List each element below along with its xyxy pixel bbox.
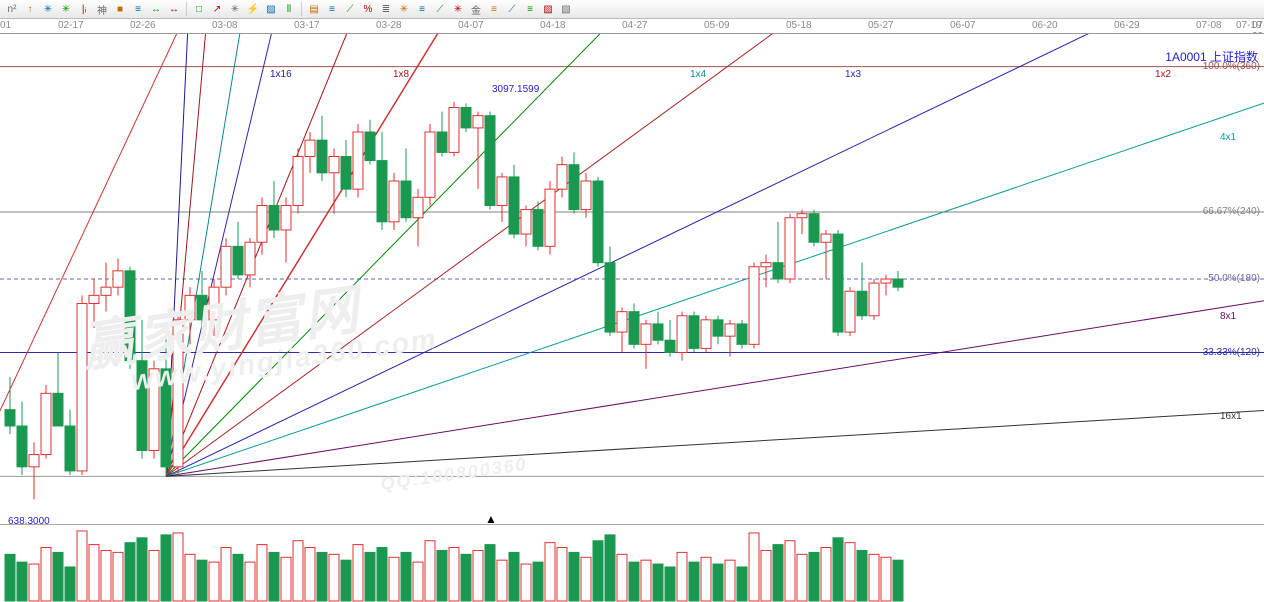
date-tick: 01 (0, 20, 11, 31)
date-tick: 07-08 (1196, 20, 1222, 31)
date-tick: 05-09 (704, 20, 730, 31)
toolbar-btn[interactable]: ≡ (324, 1, 340, 17)
date-tick: 06-20 (1032, 20, 1058, 31)
toolbar-btn[interactable]: ≡ (414, 1, 430, 17)
toolbar-btn[interactable]: ▤ (306, 1, 322, 17)
toolbar-btn[interactable]: ✳ (58, 1, 74, 17)
gann-line-label: 8x1 (1220, 311, 1236, 322)
date-tick: 05-18 (786, 20, 812, 31)
toolbar-btn[interactable]: |ᵢ (76, 1, 92, 17)
toolbar-btn[interactable]: ↑ (22, 1, 38, 17)
toolbar-btn[interactable]: ⟋ (342, 1, 358, 17)
toolbar-btn[interactable]: ↔ (148, 1, 164, 17)
date-tick: 04-27 (622, 20, 648, 31)
toolbar-btn[interactable]: ✳ (227, 1, 243, 17)
date-tick: 02-26 (130, 20, 156, 31)
toolbar-btn[interactable]: ↔ (166, 1, 182, 17)
toolbar-btn[interactable]: ⫴ (281, 1, 297, 17)
toolbar-btn[interactable]: ⚡ (245, 1, 261, 17)
toolbar-btn[interactable]: ✳ (450, 1, 466, 17)
toolbar-btn[interactable]: ✳ (40, 1, 56, 17)
toolbar-btn[interactable]: ▨ (263, 1, 279, 17)
toolbar-btn[interactable]: ⟋ (432, 1, 448, 17)
gann-fan-label: 1x3 (845, 69, 861, 80)
candlestick-chart[interactable]: 赢家财富网www.yingjia360.comQQ:100800360100.0… (0, 34, 1264, 524)
toolbar-btn[interactable]: □ (191, 1, 207, 17)
gann-fan-label: 1x4 (690, 69, 706, 80)
toolbar-btn[interactable]: ≡ (486, 1, 502, 17)
toolbar-btn[interactable]: 神 (94, 1, 110, 17)
toolbar-btn[interactable]: ≣ (378, 1, 394, 17)
date-axis: 01 02-17 02-26 03-08 03-17 03-28 04-07 04-18 04-… (0, 19, 1264, 34)
gann-line-label: 16x1 (1220, 411, 1242, 422)
price-level-label: 66.67%(240) (1203, 206, 1260, 217)
gann-fan-label: 1x16 (270, 69, 292, 80)
volume-chart[interactable] (0, 524, 1264, 602)
gann-fan-label: 1x8 (393, 69, 409, 80)
toolbar-btn[interactable]: ✳ (396, 1, 412, 17)
toolbar: n²↑✳✳|ᵢ神■≡↔↔□↗✳⚡▨⫴▤≡⟋%≣✳≡⟋✳金≡⟋≡▨▧ (0, 0, 1264, 19)
toolbar-btn[interactable]: n² (4, 1, 20, 17)
date-tick: 04-18 (540, 20, 566, 31)
date-tick: 03-17 (294, 20, 320, 31)
date-tick: 05-27 (868, 20, 894, 31)
toolbar-btn[interactable]: ▧ (558, 1, 574, 17)
gann-line-label: 4x1 (1220, 132, 1236, 143)
date-tick: 03-08 (212, 20, 238, 31)
toolbar-btn[interactable]: ■ (112, 1, 128, 17)
toolbar-btn[interactable]: ↗ (209, 1, 225, 17)
toolbar-btn[interactable]: ⟋ (504, 1, 520, 17)
price-level-label: 50.0%(180) (1208, 273, 1260, 284)
date-tick: 06-07 (950, 20, 976, 31)
date-tick: 02-17 (58, 20, 84, 31)
chart-title: 1A0001 上证指数 (1165, 48, 1258, 65)
date-tick: 06-29 (1114, 20, 1140, 31)
toolbar-btn[interactable]: ▨ (540, 1, 556, 17)
toolbar-btn[interactable]: % (360, 1, 376, 17)
date-tick: 04-07 (458, 20, 484, 31)
date-tick: 03-28 (376, 20, 402, 31)
toolbar-btn[interactable]: ≡ (130, 1, 146, 17)
toolbar-btn[interactable]: ≡ (522, 1, 538, 17)
toolbar-btn[interactable]: 金 (468, 1, 484, 17)
price-label: 3097.1599 (492, 84, 539, 95)
price-level-label: 33.33%(120) (1203, 347, 1260, 358)
gann-fan-label: 1x2 (1155, 69, 1171, 80)
